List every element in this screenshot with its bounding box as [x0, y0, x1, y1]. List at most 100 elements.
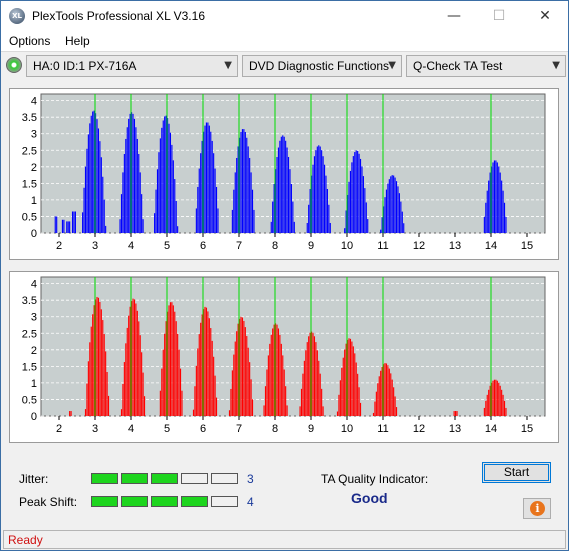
histogram-bar	[139, 172, 141, 233]
function-select-value: DVD Diagnostic Functions	[249, 59, 390, 73]
histogram-bar	[83, 187, 85, 233]
plot-area	[40, 276, 546, 417]
histogram-bar	[249, 362, 251, 416]
histogram-bar	[107, 395, 110, 416]
histogram-bar	[90, 326, 92, 416]
histogram-bar	[344, 228, 346, 233]
histogram-bar	[496, 162, 498, 233]
histogram-bar	[486, 394, 488, 416]
histogram-bar	[354, 353, 356, 416]
histogram-bar	[349, 170, 352, 233]
x-tick-label: 7	[236, 423, 242, 435]
histogram-bar	[348, 338, 350, 416]
minimize-button[interactable]: —	[447, 8, 461, 24]
ta-quality-value: Good	[351, 490, 388, 506]
maximize-button[interactable]: ☐	[492, 8, 506, 24]
histogram-bar	[322, 156, 324, 233]
histogram-bar	[277, 328, 280, 416]
histogram-bar	[280, 343, 282, 416]
histogram-bar	[485, 400, 487, 416]
menu-help[interactable]: Help	[65, 34, 90, 48]
histogram-bar	[197, 186, 199, 233]
drive-select[interactable]: HA:0 ID:1 PX-716A ▼	[26, 55, 238, 77]
histogram-bar	[289, 169, 291, 233]
meter-segment	[211, 473, 238, 484]
histogram-bar	[251, 189, 254, 233]
histogram-bar	[129, 306, 131, 416]
y-tick-label: 0.5	[22, 394, 37, 406]
histogram-bar	[319, 146, 321, 233]
histogram-bar	[161, 127, 163, 233]
jitter-label: Jitter:	[19, 472, 49, 486]
histogram-bar	[105, 351, 107, 416]
histogram-bar	[495, 379, 497, 416]
histogram-bar	[355, 362, 357, 416]
histogram-bar	[139, 335, 141, 416]
histogram-bar	[179, 368, 182, 416]
histogram-bar	[96, 119, 98, 233]
histogram-bar	[194, 386, 196, 416]
x-tick-label: 7	[236, 240, 242, 252]
histogram-bar	[241, 317, 244, 416]
histogram-bar	[234, 341, 236, 416]
histogram-bar	[171, 144, 173, 233]
histogram-bar	[329, 222, 331, 233]
test-select-value: Q-Check TA Test	[413, 59, 503, 73]
histogram-bar	[290, 184, 292, 233]
meter-segment	[151, 496, 178, 507]
histogram-bar	[345, 343, 347, 416]
histogram-bar	[344, 349, 346, 416]
histogram-bar	[453, 411, 455, 416]
histogram-bar	[302, 373, 304, 416]
close-button[interactable]: ✕	[539, 8, 551, 24]
histogram-bar	[239, 318, 241, 416]
histogram-bar	[246, 336, 248, 416]
histogram-bar	[241, 129, 244, 233]
menu-options[interactable]: Options	[9, 34, 51, 48]
histogram-bar	[385, 363, 388, 416]
disc-drive-icon	[6, 57, 22, 73]
x-tick-label: 14	[485, 240, 497, 252]
histogram-bar	[136, 138, 138, 233]
histogram-bar	[381, 366, 383, 416]
histogram-bar	[97, 128, 100, 233]
histogram-bar	[401, 211, 403, 233]
x-tick-label: 11	[377, 240, 388, 252]
histogram-bar	[102, 320, 104, 416]
function-select[interactable]: DVD Diagnostic Functions ▼	[242, 55, 402, 77]
histogram-bar	[277, 147, 280, 233]
histogram-bar	[237, 323, 239, 416]
histogram-bar	[313, 336, 316, 416]
histogram-bar	[349, 338, 352, 416]
status-bar: Ready	[3, 530, 566, 549]
histogram-bar	[503, 202, 506, 233]
histogram-bar	[99, 141, 101, 233]
histogram-bar	[97, 297, 100, 416]
y-tick-label: 0	[31, 228, 37, 240]
histogram-bar	[308, 204, 310, 233]
histogram-bar	[347, 194, 349, 233]
histogram-bar	[236, 157, 238, 233]
toolbar: HA:0 ID:1 PX-716A ▼ DVD Diagnostic Funct…	[1, 53, 568, 79]
histogram-bar	[313, 156, 316, 233]
histogram-bar	[348, 181, 350, 233]
x-tick-label: 13	[449, 240, 461, 252]
histogram-bar	[92, 111, 94, 233]
meter-segment	[91, 473, 118, 484]
histogram-bar	[391, 379, 393, 416]
start-button[interactable]: Start	[482, 462, 551, 483]
histogram-bar	[276, 324, 278, 416]
histogram-bar	[387, 183, 389, 233]
histogram-bar	[357, 373, 359, 416]
histogram-bar	[358, 153, 360, 233]
histogram-bar	[283, 369, 285, 416]
histogram-bar	[122, 172, 124, 233]
y-tick-label: 2.5	[22, 328, 37, 340]
info-button[interactable]: i	[523, 498, 551, 519]
histogram-bar	[318, 360, 320, 416]
histogram-bar	[172, 305, 174, 416]
histogram-bar	[82, 212, 84, 233]
meter-segment	[91, 496, 118, 507]
test-select[interactable]: Q-Check TA Test ▼	[406, 55, 566, 77]
histogram-bar	[273, 184, 275, 233]
